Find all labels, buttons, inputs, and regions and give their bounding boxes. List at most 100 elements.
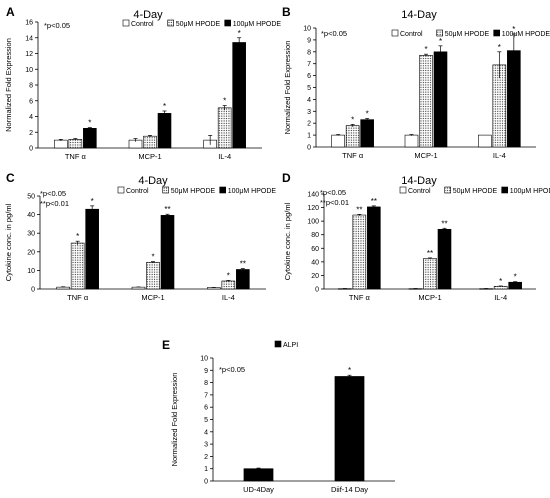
legend-swatch — [436, 29, 444, 37]
bar — [334, 376, 365, 482]
legend: Control 50μM HPODE 100μM HPODE — [399, 186, 550, 195]
significance-marker: ** — [371, 197, 377, 206]
y-tick-label: 100 — [307, 219, 319, 226]
bar — [423, 258, 437, 290]
x-tick-label: MCP-1 — [141, 293, 164, 302]
y-axis-label: Normalized Fold Expression — [4, 38, 13, 132]
legend-swatch — [117, 186, 125, 194]
legend-swatch — [444, 186, 452, 194]
y-tick-label: 0 — [29, 146, 33, 153]
bar — [157, 113, 172, 149]
y-tick-label: 12 — [25, 51, 33, 58]
panel-letter: E — [162, 338, 170, 352]
y-tick-label: 80 — [311, 232, 319, 239]
y-axis-label: Normalized Fold Expression — [283, 41, 292, 135]
x-tick-label: Diif-14 Day — [331, 485, 368, 494]
significance-marker: * — [499, 277, 502, 286]
bar — [207, 287, 221, 290]
significance-marker: * — [424, 45, 427, 54]
significance-marker: * — [514, 273, 517, 282]
y-tick-label: 20 — [27, 249, 35, 256]
y-tick-label: 120 — [307, 205, 319, 212]
y-tick-label: 2 — [29, 130, 33, 137]
y-tick-label: 1 — [307, 133, 311, 140]
significance-note: **p<0.01 — [40, 199, 69, 208]
significance-marker: ** — [164, 205, 170, 214]
y-tick-label: 7 — [307, 61, 311, 68]
legend-swatch — [162, 186, 169, 194]
bar — [360, 119, 374, 148]
x-tick-label: IL-4 — [222, 293, 235, 302]
y-tick-label: 3 — [307, 109, 311, 116]
significance-note: **p<0.01 — [320, 198, 349, 207]
y-tick-label: 4 — [204, 429, 208, 436]
chart-title: 4-Day — [133, 9, 163, 21]
x-tick-label: TNF α — [342, 151, 364, 160]
bar — [70, 242, 85, 290]
y-axis-label: Cytokine conc. in pg/ml — [283, 202, 292, 280]
x-tick-label: MCP-1 — [138, 152, 161, 161]
y-tick-label: 10 — [25, 67, 33, 74]
significance-note: *p<0.05 — [320, 188, 346, 197]
y-tick-label: 4 — [307, 97, 311, 104]
bar — [54, 139, 68, 149]
significance-marker: * — [366, 109, 369, 118]
y-tick-label: 2 — [307, 121, 311, 128]
significance-marker: * — [238, 29, 241, 38]
y-tick-label: 60 — [311, 246, 319, 253]
bar — [437, 228, 452, 290]
bar — [160, 215, 175, 290]
chart-title: 4-Day — [138, 175, 168, 187]
y-tick-label: 10 — [200, 356, 208, 363]
bar — [352, 214, 367, 290]
bar — [236, 269, 250, 290]
x-tick-label: TNF α — [65, 152, 87, 161]
panel-D: D 14-Day 0 20 40 60 80 100 120 140 Cytokine conc. … — [282, 171, 550, 302]
x-tick-label: TNF α — [349, 293, 371, 302]
y-tick-label: 30 — [27, 231, 35, 238]
bar — [217, 107, 232, 149]
panel-letter: B — [282, 5, 291, 19]
y-tick-label: 4 — [29, 114, 33, 121]
legend-label: Control — [126, 188, 149, 195]
bar — [85, 208, 99, 290]
x-tick-label: UD-4Day — [243, 485, 274, 494]
bar — [146, 262, 160, 290]
y-tick-label: 40 — [27, 212, 35, 219]
y-tick-label: 0 — [204, 479, 208, 486]
significance-note: *p<0.05 — [44, 21, 70, 30]
significance-marker: ** — [427, 249, 433, 258]
y-tick-label: 8 — [29, 83, 33, 90]
y-tick-label: 10 — [303, 26, 311, 33]
significance-marker: * — [76, 232, 79, 241]
panel-B: B 14-Day 0 1 2 3 4 5 6 7 8 9 10 Normalized Fold Expre… — [282, 5, 550, 160]
legend-swatch — [399, 186, 407, 194]
y-tick-label: 0 — [307, 145, 311, 152]
bar — [131, 286, 146, 290]
x-tick-label: IL-4 — [218, 152, 231, 161]
significance-marker: * — [512, 25, 515, 34]
legend-swatch — [501, 186, 509, 194]
significance-marker: * — [348, 366, 351, 375]
x-tick-label: MCP-1 — [418, 293, 441, 302]
chart-title: 14-Day — [401, 9, 437, 21]
x-tick-label: IL-4 — [494, 293, 507, 302]
bar — [68, 139, 83, 149]
legend: Control 50μM HPODE 100μM HPODE — [391, 29, 550, 38]
legend-swatch — [224, 19, 231, 27]
significance-marker: * — [163, 102, 166, 111]
significance-marker: ** — [240, 260, 246, 269]
y-tick-label: 3 — [204, 442, 208, 449]
bar — [331, 134, 345, 148]
panel-letter: A — [6, 5, 15, 19]
y-tick-label: 2 — [204, 454, 208, 461]
chart-title: 14-Day — [401, 175, 437, 187]
bar — [345, 125, 360, 148]
x-tick-label: MCP-1 — [414, 151, 437, 160]
legend-swatch — [391, 29, 399, 37]
y-tick-label: 0 — [31, 287, 35, 294]
significance-marker: * — [498, 43, 501, 52]
x-tick-label: TNF α — [67, 293, 89, 302]
panel-A: A 4-Day 0 2 4 6 8 10 12 14 16 Normalized Fold Expre… — [4, 5, 281, 161]
legend-label: ALPI — [283, 342, 298, 349]
